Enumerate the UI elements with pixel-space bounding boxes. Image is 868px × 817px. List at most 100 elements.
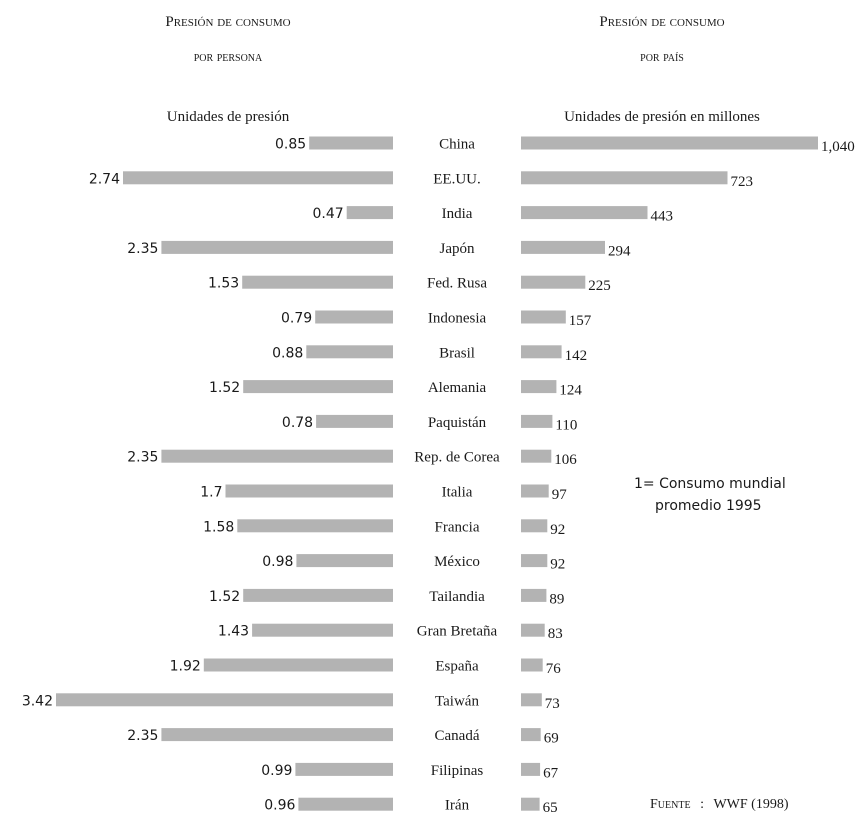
category-label: EE.UU.: [433, 171, 481, 187]
right-axis-label: Unidades de presión en millones: [564, 109, 760, 125]
right-value-label: 110: [555, 417, 577, 433]
right-bar: [521, 797, 540, 811]
left-bar: [296, 554, 393, 568]
right-bar: [521, 345, 562, 359]
right-value-label: 92: [550, 557, 565, 573]
right-bar: [521, 414, 553, 428]
right-bar: [521, 519, 548, 533]
left-value-label: 0.85: [275, 137, 306, 153]
right-bar: [521, 206, 648, 220]
right-value-label: 723: [731, 174, 754, 190]
left-chart-title: Presión de consumo: [165, 14, 290, 30]
right-bar: [521, 136, 818, 150]
left-bar: [56, 693, 393, 707]
right-value-label: 65: [543, 800, 558, 816]
right-value-label: 67: [543, 765, 559, 781]
right-value-label: 92: [550, 522, 565, 538]
left-value-label: 3.42: [22, 693, 53, 709]
right-chart-title: Presión de consumo: [599, 14, 724, 30]
category-label: Alemania: [428, 380, 487, 396]
left-bar: [225, 484, 393, 498]
left-value-label: 0.96: [264, 798, 295, 814]
left-value-label: 1.92: [170, 659, 201, 675]
category-label: Francia: [435, 519, 480, 535]
left-value-label: 0.99: [261, 763, 292, 779]
left-bar: [123, 171, 393, 185]
left-value-label: 1.53: [208, 276, 239, 292]
category-label: China: [439, 137, 475, 153]
right-chart-subtitle: por país: [640, 50, 684, 65]
left-bar: [316, 414, 393, 428]
left-value-label: 1.43: [218, 624, 249, 640]
right-value-label: 76: [546, 661, 562, 677]
right-value-label: 142: [565, 348, 588, 364]
right-bar: [521, 728, 541, 742]
left-bar: [243, 380, 393, 394]
left-bar: [346, 206, 393, 220]
left-value-label: 0.47: [313, 206, 344, 222]
left-bar: [203, 658, 393, 672]
left-bar: [252, 623, 393, 637]
right-value-label: 1,040: [821, 139, 855, 155]
source-note: Fuente : WWF (1998): [650, 797, 789, 812]
right-value-label: 294: [608, 243, 631, 259]
left-axis-label: Unidades de presión: [167, 109, 290, 125]
right-value-label: 124: [559, 383, 582, 399]
left-bar: [298, 797, 393, 811]
right-bar: [521, 623, 545, 637]
category-label: Irán: [445, 798, 470, 814]
right-value-label: 443: [651, 209, 674, 225]
left-bar: [315, 310, 393, 324]
category-label: Tailandia: [429, 589, 485, 605]
left-value-label: 0.98: [262, 554, 293, 570]
left-bar: [243, 588, 393, 602]
left-value-label: 1.52: [209, 380, 240, 396]
left-value-label: 2.35: [127, 241, 158, 257]
left-bar: [295, 762, 393, 776]
right-value-label: 97: [552, 487, 568, 503]
left-value-label: 2.74: [89, 171, 120, 187]
category-label: Indonesia: [428, 311, 487, 327]
source-label: Fuente: [650, 797, 691, 812]
left-chart-subtitle: por persona: [194, 50, 263, 65]
right-bar: [521, 240, 605, 254]
right-bar: [521, 484, 549, 498]
right-bar: [521, 588, 547, 602]
left-bar: [161, 728, 393, 742]
left-value-label: 1.7: [200, 485, 222, 501]
left-value-label: 0.88: [272, 345, 303, 361]
source-text: WWF (1998): [713, 797, 788, 812]
left-value-label: 1.58: [203, 519, 234, 535]
right-value-label: 69: [544, 731, 559, 747]
right-bar: [521, 762, 541, 776]
category-label: Italia: [442, 485, 473, 501]
category-label: Japón: [440, 241, 475, 257]
category-label: Brasil: [439, 345, 475, 361]
category-label: India: [442, 206, 473, 222]
right-bar: [521, 171, 728, 185]
left-bar: [242, 275, 393, 289]
category-label: Fed. Rusa: [427, 276, 487, 292]
scale-note-line1: 1= Consumo mundial: [634, 476, 786, 492]
left-bar: [306, 345, 393, 359]
right-bar: [521, 449, 552, 463]
scale-note-line2: promedio 1995: [655, 498, 762, 514]
left-value-label: 0.79: [281, 311, 312, 327]
chart-marks: 0.85 China 1,040 2.74 EE.UU. 723 0.47 India 443 2…: [22, 136, 855, 816]
category-label: México: [434, 554, 480, 570]
right-bar: [521, 693, 542, 707]
left-bar: [161, 449, 393, 463]
category-label: Taiwán: [435, 693, 479, 709]
left-value-label: 0.78: [282, 415, 313, 431]
right-value-label: 225: [588, 278, 611, 294]
right-bar: [521, 380, 557, 394]
left-value-label: 1.52: [209, 589, 240, 605]
left-bar: [237, 519, 393, 533]
category-label: Gran Bretaña: [417, 624, 498, 640]
right-value-label: 83: [548, 626, 563, 642]
source-separator: :: [700, 797, 704, 812]
category-label: España: [435, 659, 479, 675]
category-label: Paquistán: [428, 415, 487, 431]
category-label: Filipinas: [431, 763, 484, 779]
